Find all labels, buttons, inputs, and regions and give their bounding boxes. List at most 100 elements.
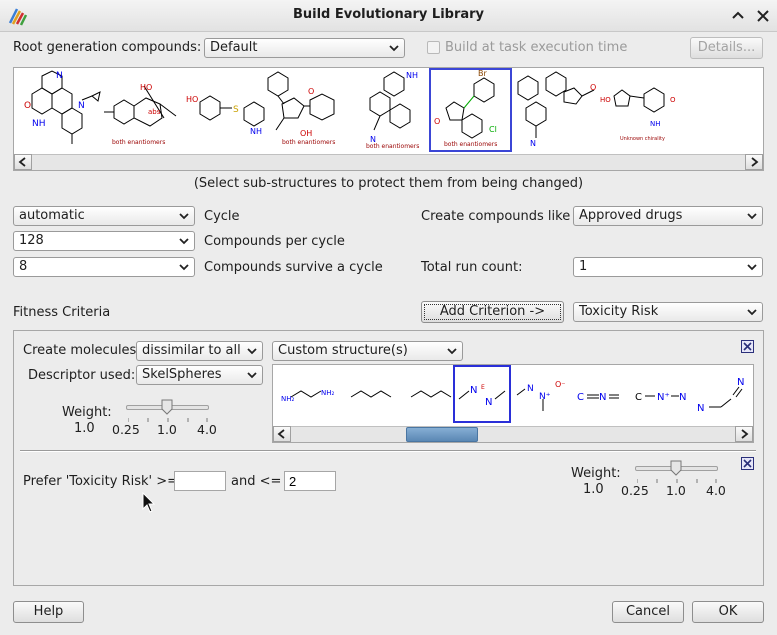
cancel-button[interactable]: Cancel xyxy=(612,601,684,623)
chevron-down-icon xyxy=(747,309,757,316)
window-title: Build Evolutionary Library xyxy=(292,7,485,22)
similarity-mode-combo[interactable]: dissimilar to all xyxy=(136,341,263,361)
fragment-2[interactable] xyxy=(350,390,392,398)
weight-slider-2-handle[interactable] xyxy=(670,460,682,476)
criteria-divider xyxy=(20,450,756,452)
molecule-7[interactable] xyxy=(517,71,595,138)
fragment-5-atom: O⁻ xyxy=(555,380,566,389)
toxicity-min-input[interactable] xyxy=(174,471,226,491)
toxicity-max-input[interactable] xyxy=(284,471,336,491)
fragment-8[interactable] xyxy=(709,386,743,408)
descriptor-combo[interactable]: SkelSpheres xyxy=(136,365,263,385)
chevron-down-icon xyxy=(747,213,757,220)
weight-slider-2-ticks xyxy=(636,473,717,483)
fragments-scroll-track[interactable] xyxy=(291,426,735,442)
per-cycle-value: 128 xyxy=(19,233,44,248)
fragment-6[interactable] xyxy=(587,394,619,399)
chevron-down-icon xyxy=(247,372,257,379)
cycle-label: Cycle xyxy=(204,209,240,224)
molecule-8[interactable] xyxy=(613,87,665,113)
selected-fragment-frame[interactable] xyxy=(453,365,511,423)
fragments-scroll-left-button[interactable] xyxy=(273,426,291,442)
fragment-1[interactable] xyxy=(290,390,322,398)
fragment-5-atom: N xyxy=(527,384,534,394)
scroll-right-icon xyxy=(751,157,759,167)
strip-scroll-track[interactable] xyxy=(32,154,745,170)
molecule-2[interactable] xyxy=(104,85,177,127)
fragment-7-atom: N⁺ xyxy=(657,392,670,403)
molecule-1-atom: NH xyxy=(32,119,46,129)
cycle-combo[interactable]: automatic xyxy=(13,206,195,226)
build-at-exec-label: Build at task execution time xyxy=(445,40,628,55)
build-at-exec-checkbox[interactable] xyxy=(427,41,440,54)
root-molecules-strip[interactable]: N O NH N HO abs both enantiomers HO S NH xyxy=(14,68,763,154)
chevron-down-icon xyxy=(179,238,189,245)
strip-scroll-right-button[interactable] xyxy=(745,154,763,170)
details-button[interactable]: Details... xyxy=(690,37,763,59)
create-like-combo[interactable]: Approved drugs xyxy=(573,206,763,226)
molecule-5-atom: N xyxy=(370,135,376,144)
selected-molecule-frame[interactable] xyxy=(429,68,512,152)
molecule-5[interactable] xyxy=(369,71,411,131)
protect-hint: (Select sub-structures to protect them f… xyxy=(193,176,584,191)
descriptor-value: SkelSpheres xyxy=(142,367,222,382)
fragments-scroll-right-button[interactable] xyxy=(735,426,753,442)
molecule-4-atom: OH xyxy=(300,129,312,138)
remove-criterion-icon[interactable] xyxy=(741,340,754,353)
molecule-5-atom: NH xyxy=(406,71,418,80)
fragment-5[interactable] xyxy=(516,388,544,411)
chevron-down-icon xyxy=(179,264,189,271)
root-compounds-value: Default xyxy=(210,40,258,55)
weight-value-2: 1.0 xyxy=(583,482,604,497)
total-run-combo[interactable]: 1 xyxy=(573,257,763,277)
ok-button[interactable]: OK xyxy=(692,601,764,623)
remove-criterion-icon[interactable] xyxy=(741,457,754,470)
per-cycle-combo[interactable]: 128 xyxy=(13,231,195,251)
root-compounds-combo[interactable]: Default xyxy=(204,38,405,58)
molecule-4-atom: O xyxy=(308,87,314,96)
fragment-3[interactable] xyxy=(410,390,452,398)
fragments-scroll-thumb[interactable] xyxy=(406,427,478,442)
weight-slider-1-handle[interactable] xyxy=(161,399,173,415)
title-bar[interactable] xyxy=(0,0,777,32)
custom-structures-strip[interactable]: NH₂ NH₂ N E N N N⁺ O⁻ C N C N⁺ N xyxy=(273,365,753,425)
fragment-1-atom: NH₂ xyxy=(281,395,295,403)
help-button[interactable]: Help xyxy=(13,601,84,623)
molecule-3[interactable] xyxy=(199,95,265,127)
create-like-label: Create compounds like xyxy=(421,209,571,224)
molecule-6[interactable] xyxy=(445,77,495,139)
criterion-type-combo[interactable]: Toxicity Risk xyxy=(573,302,763,322)
root-molecules-panel[interactable]: N O NH N HO abs both enantiomers HO S NH xyxy=(13,67,764,171)
strip-scroll-left-button[interactable] xyxy=(14,154,32,170)
molecule-4[interactable] xyxy=(267,71,335,131)
survive-combo[interactable]: 8 xyxy=(13,257,195,277)
fragment-4[interactable] xyxy=(458,390,506,400)
prefer-toxicity-label: Prefer 'Toxicity Risk' >= xyxy=(23,474,179,489)
molecule-8-tag: Unknown chirality xyxy=(620,136,665,142)
scroll-left-icon xyxy=(277,429,285,439)
add-criterion-button[interactable]: Add Criterion -> xyxy=(421,301,564,323)
weight-tick-max-2: 4.0 xyxy=(706,483,726,498)
chevron-down-icon xyxy=(389,45,399,52)
minimize-icon[interactable] xyxy=(731,9,745,23)
molecule-3-atom: NH xyxy=(250,127,262,136)
weight-tick-min-2: 0.25 xyxy=(621,483,649,498)
criterion-type-value: Toxicity Risk xyxy=(579,304,659,319)
structure-source-combo[interactable]: Custom structure(s) xyxy=(272,341,463,361)
close-icon[interactable] xyxy=(756,9,770,23)
weight-value-1: 1.0 xyxy=(74,421,95,436)
weight-tick-min-1: 0.25 xyxy=(112,422,140,437)
custom-structures-panel[interactable]: NH₂ NH₂ N E N N N⁺ O⁻ C N C N⁺ N xyxy=(272,364,754,443)
chevron-down-icon xyxy=(447,348,457,355)
molecule-1[interactable] xyxy=(31,70,101,144)
fragment-4-atom: N xyxy=(485,397,492,408)
app-icon xyxy=(7,5,29,27)
similarity-mode-value: dissimilar to all xyxy=(142,343,241,358)
create-molecules-label: Create molecules xyxy=(23,343,137,358)
descriptor-label: Descriptor used: xyxy=(28,368,136,383)
molecule-3-atom: HO xyxy=(186,95,198,104)
fragment-4-atom: N xyxy=(470,385,477,396)
cycle-value: automatic xyxy=(19,208,85,223)
molecule-8-atom: NH xyxy=(650,120,661,128)
fragment-7-atom: C xyxy=(635,392,642,403)
